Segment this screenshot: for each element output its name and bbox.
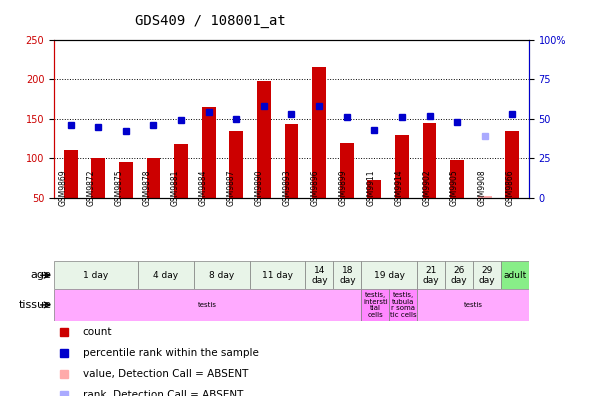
Text: GSM9875: GSM9875 (115, 169, 124, 206)
Bar (478, 196, 492, 238)
Text: GSM9905: GSM9905 (450, 169, 459, 206)
Text: GSM9872: GSM9872 (87, 169, 96, 206)
Text: GSM9881: GSM9881 (171, 169, 180, 206)
Text: 4 day: 4 day (153, 271, 178, 280)
Bar (249, 261, 305, 289)
Text: 19 day: 19 day (374, 271, 404, 280)
Text: GSM9890: GSM9890 (255, 169, 264, 206)
Bar (194, 261, 249, 289)
Text: age: age (31, 270, 51, 280)
Text: testis: testis (198, 302, 217, 308)
Bar (445, 261, 473, 289)
Bar (395, 135, 409, 238)
Text: GSM9899: GSM9899 (338, 169, 347, 206)
Text: GSM9911: GSM9911 (366, 169, 375, 206)
Bar (501, 261, 529, 289)
Bar (361, 261, 417, 289)
Bar (138, 261, 194, 289)
Bar (367, 180, 381, 238)
Text: GSM9884: GSM9884 (199, 169, 208, 206)
Text: GSM9878: GSM9878 (143, 169, 152, 206)
Bar (54, 289, 361, 321)
Text: 26
day: 26 day (451, 266, 468, 285)
Text: adult: adult (503, 271, 526, 280)
Text: 21
day: 21 day (423, 266, 439, 285)
Bar (417, 289, 529, 321)
Bar (473, 261, 501, 289)
Bar (423, 123, 436, 238)
Bar (417, 261, 445, 289)
Bar (257, 81, 271, 238)
Bar (119, 162, 133, 238)
Bar (305, 261, 334, 289)
Bar (450, 160, 464, 238)
Bar (54, 261, 138, 289)
Bar (285, 124, 298, 238)
Text: 8 day: 8 day (209, 271, 234, 280)
Text: testis: testis (463, 302, 483, 308)
Text: rank, Detection Call = ABSENT: rank, Detection Call = ABSENT (82, 390, 243, 396)
Text: GSM9893: GSM9893 (282, 169, 291, 206)
Bar (91, 158, 105, 238)
Text: 14
day: 14 day (311, 266, 328, 285)
Text: GDS409 / 108001_at: GDS409 / 108001_at (135, 14, 285, 28)
Text: GSM9887: GSM9887 (227, 169, 236, 206)
Bar (312, 67, 326, 238)
Text: value, Detection Call = ABSENT: value, Detection Call = ABSENT (82, 369, 248, 379)
Text: tissue: tissue (19, 300, 51, 310)
Bar (361, 289, 389, 321)
Text: GSM9869: GSM9869 (59, 169, 68, 206)
Text: 29
day: 29 day (478, 266, 495, 285)
Text: GSM9902: GSM9902 (422, 169, 431, 206)
Text: testis,
intersti
tial
cells: testis, intersti tial cells (363, 292, 388, 318)
Text: percentile rank within the sample: percentile rank within the sample (82, 348, 258, 358)
Text: testis,
tubula
r soma
tic cells: testis, tubula r soma tic cells (390, 292, 416, 318)
Text: GSM9914: GSM9914 (394, 169, 403, 206)
Text: count: count (82, 327, 112, 337)
Text: GSM9908: GSM9908 (478, 169, 487, 206)
Bar (147, 158, 160, 238)
Text: GSM9896: GSM9896 (310, 169, 319, 206)
Bar (202, 107, 216, 238)
Bar (389, 289, 417, 321)
Text: GSM9866: GSM9866 (506, 169, 515, 206)
Bar (64, 150, 78, 238)
Text: 1 day: 1 day (84, 271, 109, 280)
Text: 11 day: 11 day (262, 271, 293, 280)
Bar (174, 144, 188, 238)
Bar (505, 131, 519, 238)
Text: 18
day: 18 day (339, 266, 356, 285)
Bar (340, 143, 353, 238)
Bar (334, 261, 361, 289)
Bar (230, 131, 243, 238)
